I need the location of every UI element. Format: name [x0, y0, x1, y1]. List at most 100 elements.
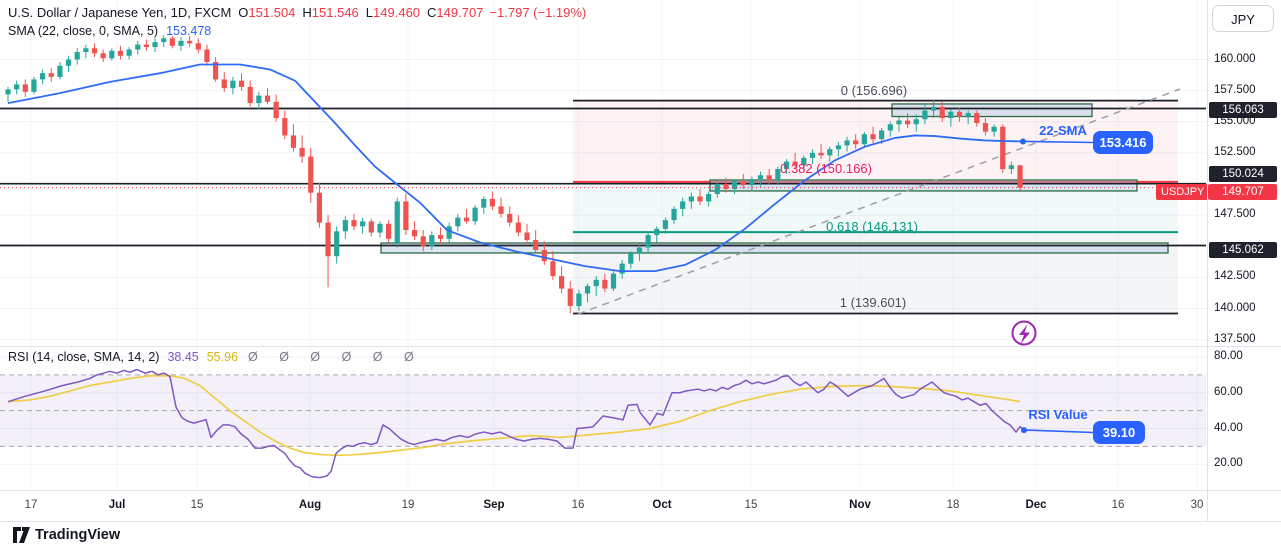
candle-body — [299, 147, 305, 157]
rsi-callout-badge[interactable]: 39.10 — [1093, 421, 1145, 444]
candle-body — [662, 220, 668, 229]
candle-body — [619, 263, 625, 274]
candle-body — [550, 261, 556, 277]
candle-body — [420, 236, 426, 247]
sma-callout-badge[interactable]: 153.416 — [1093, 131, 1153, 154]
candle-body — [956, 111, 963, 117]
candle-body — [870, 134, 876, 140]
candle-body — [83, 48, 89, 53]
candle-body — [161, 38, 167, 43]
candle-body — [671, 208, 677, 221]
rsi-line — [7, 368, 1025, 479]
tradingview-logo[interactable]: TradingView — [13, 527, 120, 543]
candle-body — [178, 40, 184, 46]
rsi-tick-label: 20.00 — [1214, 457, 1243, 470]
candle-body — [411, 230, 418, 237]
time-axis-label: Dec — [1025, 499, 1047, 511]
candle-body — [792, 161, 798, 166]
pane-divider[interactable] — [0, 346, 1281, 347]
price-tick-label: 142.500 — [1214, 270, 1256, 283]
candle-body — [965, 113, 971, 117]
candle-body — [775, 169, 781, 181]
candle-body — [697, 196, 703, 202]
change-value: −1.797 (−1.19%) — [489, 5, 587, 20]
fib-level-618-label[interactable]: 0.618 (146.131) — [826, 219, 918, 234]
sma-indicator-header[interactable]: SMA (22, close, 0, SMA, 5) 153.478 — [8, 24, 211, 38]
price-zone-box — [891, 103, 1093, 118]
candle-body — [818, 152, 824, 156]
price-tick-label: 152.500 — [1214, 145, 1256, 158]
fib-level-0-label[interactable]: 0 (156.696) — [840, 83, 908, 98]
candle-body — [264, 95, 271, 102]
candle-body — [325, 222, 331, 257]
ray-price-badge-145: 145.062 — [1209, 242, 1277, 258]
candle-body — [126, 49, 132, 56]
candle-body — [342, 220, 348, 232]
candle-body — [584, 286, 591, 294]
time-axis-label: Sep — [483, 499, 505, 511]
candle-body — [91, 48, 98, 54]
candle-body — [403, 201, 409, 231]
candle-body — [723, 184, 729, 189]
candle-body — [489, 198, 495, 207]
rsi-endpoint-dot — [1021, 427, 1027, 434]
fib-level-1-label[interactable]: 1 (139.601) — [839, 295, 907, 310]
currency-button[interactable]: JPY — [1212, 5, 1274, 32]
rsi-value: 38.45 — [167, 350, 199, 364]
candle-body — [766, 175, 772, 181]
candle-body — [991, 126, 997, 132]
candle-body — [455, 217, 461, 227]
time-axis-top-border — [0, 490, 1281, 491]
candle-body — [576, 293, 582, 307]
ray-price-badge-156: 156.063 — [1209, 102, 1277, 118]
candle-body — [100, 53, 106, 59]
time-axis-label: Jul — [108, 499, 126, 511]
rsi-indicator-header[interactable]: RSI (14, close, SMA, 14, 2) 38.45 55.96 Ø Ø… — [8, 350, 423, 364]
sma-callout-text[interactable]: 22-SMA — [1039, 123, 1087, 138]
candle-body — [524, 232, 530, 241]
candle-body — [498, 206, 504, 214]
candle-body — [559, 276, 565, 289]
candle-body — [706, 193, 712, 202]
rsi-tick-label: 40.00 — [1214, 421, 1243, 434]
candle-body — [533, 240, 539, 250]
time-axis-bottom-border — [0, 521, 1281, 522]
rsi-callout-text[interactable]: RSI Value — [1028, 407, 1088, 422]
rsi-label: RSI (14, close, SMA, 14, 2) — [8, 350, 160, 364]
candle-body — [688, 196, 694, 202]
ray-price-badge-150: 150.024 — [1209, 166, 1277, 182]
candle-body — [645, 235, 651, 248]
open-key: O — [238, 5, 249, 20]
time-axis-label: Nov — [849, 499, 871, 511]
candle-body — [40, 73, 46, 80]
candle-body — [602, 279, 608, 289]
candle-body — [887, 124, 893, 131]
symbol-header[interactable]: U.S. Dollar / Japanese Yen, 1D, FXCM O151… — [8, 5, 586, 20]
candle-body — [65, 59, 72, 66]
candle-body — [368, 221, 374, 233]
low-value: 149.460 — [373, 5, 421, 20]
rsi-sma-line — [7, 374, 1021, 457]
close-value: 149.707 — [436, 5, 484, 20]
candle-body — [481, 198, 487, 208]
candle-body — [654, 228, 660, 236]
candle-body — [922, 110, 928, 120]
lightning-bolt — [1019, 324, 1030, 344]
rsi-tick-label: 80.00 — [1214, 350, 1243, 362]
fib-level-382-label[interactable]: 0.382 (150.166) — [780, 161, 872, 176]
candle-body — [316, 192, 322, 223]
candle-body — [749, 179, 755, 186]
candle-body — [463, 217, 470, 222]
time-axis-label: Oct — [652, 499, 672, 511]
price-tick-label: 157.500 — [1214, 83, 1256, 96]
trendline-dashed — [577, 88, 1181, 315]
candle-body — [143, 44, 149, 48]
candle-body — [22, 84, 28, 92]
time-axis-label: 15 — [744, 499, 758, 511]
price-tick-label: 155.000 — [1214, 114, 1256, 127]
candle-body — [109, 50, 115, 59]
rsi-callout-connector — [1026, 429, 1094, 434]
time-axis-label: 16 — [1111, 499, 1125, 511]
